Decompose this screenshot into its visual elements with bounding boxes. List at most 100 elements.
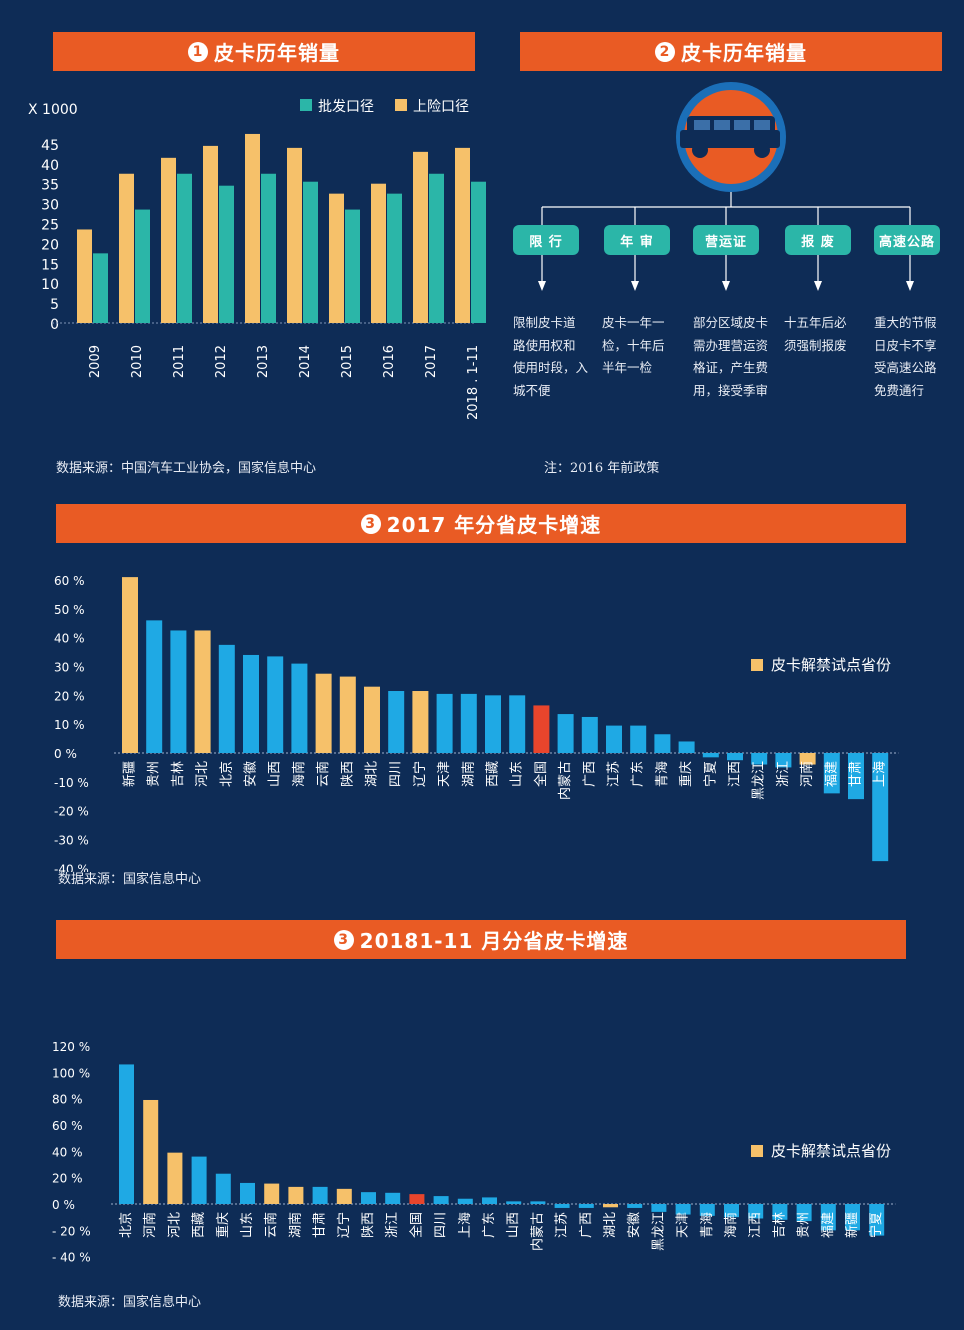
y-tick-label: - 40 % (52, 1251, 91, 1265)
bar-normal (433, 1196, 449, 1204)
x-tick-label: 北京 (119, 1212, 134, 1238)
bar-normal (267, 656, 284, 753)
x-tick-label: 甘肃 (849, 761, 864, 787)
bar-normal (675, 1204, 691, 1215)
province-growth-2017-chart: 60 % 50 % 40 % 30 % 20 % 10 % 0 % -10 % -20 % -30… (54, 574, 899, 872)
x-tick-label: 河北 (167, 1212, 182, 1238)
bar-normal (845, 1204, 860, 1231)
policy-desc-permit: 部分区域皮卡 需办理营运资 格证，产生费 用，接受季审 (693, 312, 785, 402)
desc-line: 使用时段，入 (513, 360, 589, 375)
y-tick-label: 40 % (54, 632, 85, 646)
x-tick-label: 浙江 (776, 761, 791, 787)
bar-wholesale (345, 209, 360, 323)
bar-normal (457, 1198, 473, 1204)
policy-box-permit: 营运证 (693, 225, 759, 255)
bar-insurance (287, 147, 302, 323)
x-tick-label: 黑龙江 (651, 1212, 666, 1251)
legend-swatch (751, 1145, 763, 1157)
bar-wholesale (471, 181, 486, 323)
bar-national (533, 705, 550, 753)
y-tick-label: 0 (50, 317, 59, 333)
desc-line: 部分区域皮卡 (693, 315, 769, 330)
y-tick-label: 60 % (52, 1119, 83, 1133)
y-tick-label: 40 (41, 158, 59, 174)
x-tick-label: 湖北 (603, 1212, 618, 1238)
bar-normal (702, 753, 719, 758)
x-tick-label: 广东 (631, 761, 646, 787)
y-tick-label: 120 % (52, 1040, 90, 1054)
bar-pilot (194, 630, 211, 753)
bar-wholesale (135, 209, 150, 323)
x-tick-label: 2016 (382, 345, 397, 378)
y-tick-label: -40 % (54, 862, 89, 872)
desc-line: 日皮卡不享 (874, 337, 937, 353)
bar-normal (119, 1064, 134, 1204)
section-number-badge: 3 (333, 929, 354, 950)
bar-pilot (167, 1152, 183, 1204)
bar-normal (436, 693, 453, 753)
x-tick-label: 湖南 (460, 761, 476, 787)
x-tick-label: 2017 (424, 345, 439, 378)
legend-label: 批发口径 (318, 99, 374, 115)
x-tick-label: 云南 (315, 761, 331, 787)
policy-diagram: 限 行 年 审 营运证 报 废 高速公路 限制皮卡道 路使用权和 使用时段，入 … (500, 80, 964, 420)
bar-pilot (143, 1099, 159, 1204)
bar-pilot (336, 1188, 352, 1204)
y-tick-label: 30 (41, 198, 59, 214)
y-tick-label: -20 % (54, 805, 89, 819)
legend-label: 上险口径 (413, 99, 469, 115)
bar-normal (215, 1173, 231, 1204)
bar-normal (820, 1204, 836, 1231)
x-tick-label: 浙江 (385, 1212, 400, 1238)
y-tick-label: 40 % (52, 1145, 83, 1159)
policy-desc-restriction: 限制皮卡道 路使用权和 使用时段，入 城不便 (513, 312, 605, 402)
bar-insurance (455, 147, 470, 323)
bar-normal (243, 654, 259, 753)
x-tick-label: 甘肃 (313, 1212, 328, 1238)
x-tick-label: 福建 (824, 761, 839, 787)
bar-normal (191, 1156, 207, 1204)
x-tick-label: 内蒙古 (557, 761, 573, 800)
x-tick-label: 福建 (821, 1212, 836, 1238)
bar-wholesale (177, 173, 192, 323)
desc-line: 城不便 (513, 382, 551, 398)
y-tick-label: 10 % (54, 718, 85, 732)
bar-pilot (315, 673, 332, 753)
x-tick-label: 上海 (458, 1212, 473, 1238)
x-tick-label: 新疆 (844, 1212, 860, 1238)
legend-swatch (395, 99, 407, 111)
bar-normal (385, 1192, 401, 1204)
chart1-title: 皮卡历年销量 (214, 41, 340, 65)
x-tick-label: 西藏 (192, 1212, 207, 1238)
y-tick-label: 50 % (54, 603, 85, 617)
bar-insurance (203, 145, 218, 323)
bar-normal (578, 1204, 594, 1208)
y-tick-label: 20 % (54, 689, 85, 703)
bar-insurance (329, 193, 344, 323)
bar-normal (724, 1204, 739, 1218)
bar-normal (823, 753, 840, 794)
x-tick-label: 江苏 (606, 761, 622, 787)
x-tick-label: 贵州 (147, 761, 162, 787)
chart4-title: 20181-11 月分省皮卡增速 (359, 929, 629, 953)
x-tick-label: 安徽 (627, 1212, 642, 1238)
desc-line: 十五年后必 (784, 315, 847, 330)
bar-normal (848, 753, 864, 800)
legend-swatch (300, 99, 312, 111)
bar-normal (699, 1204, 715, 1216)
y-tick-label: 100 % (52, 1066, 90, 1080)
chart3-source: 数据来源：国家信息中心 (58, 872, 202, 887)
bar-normal (482, 1197, 497, 1204)
bar-normal (509, 695, 526, 753)
bar-normal (748, 1204, 764, 1219)
desc-line: 受高速公路 (874, 360, 937, 375)
y-tick-label: 60 % (54, 574, 85, 588)
x-tick-label: 西藏 (486, 761, 501, 787)
bar-wholesale (387, 193, 402, 323)
desc-line: 免费通行 (874, 382, 925, 398)
section-number-badge: 2 (655, 41, 675, 62)
policy-box-scrap: 报 废 (785, 225, 851, 255)
x-tick-label: 2018 . 1-11 (466, 345, 481, 420)
x-tick-label: 2009 (88, 345, 103, 378)
bar-insurance (119, 173, 134, 323)
